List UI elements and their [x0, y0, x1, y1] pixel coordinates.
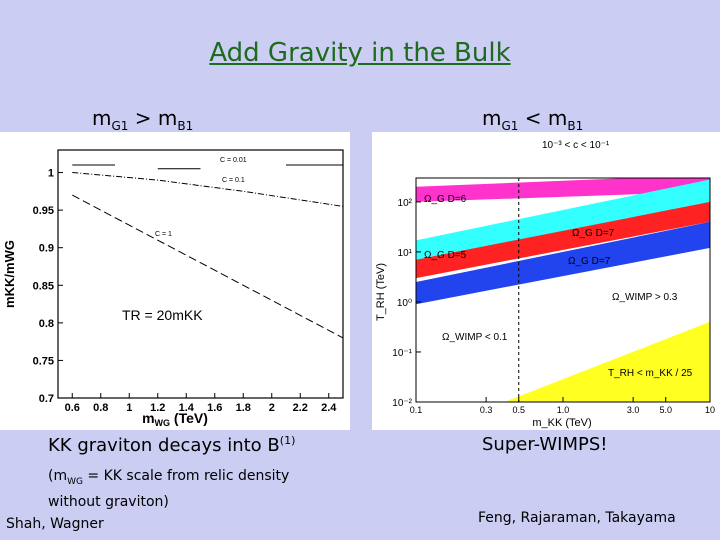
- right-x-tick-label: 10: [705, 405, 715, 415]
- right-chart: 10⁻³ < c < 10⁻¹ 0.1 0.3 0.5 1.0 3.0 5.0 10 10⁻…: [375, 140, 715, 429]
- left-y-tick-label: 0.85: [33, 280, 54, 292]
- right-y-tick-label: 10¹: [398, 248, 413, 259]
- right-caption: Super-WIMPS!: [482, 434, 608, 455]
- left-x-label-m: m: [142, 410, 154, 426]
- right-header-m: m: [482, 106, 502, 130]
- right-x-tick-label: 0.1: [410, 405, 423, 415]
- left-y-tick-label: 0.75: [33, 355, 54, 367]
- left-header: mG1 > mB1: [92, 106, 193, 133]
- left-header-g-sub: G1: [111, 119, 129, 133]
- left-x-tick-label: 2.2: [293, 402, 308, 414]
- right-x-tick-label: 0.5: [512, 405, 525, 415]
- right-y-tick-label: 10⁻¹: [392, 348, 412, 359]
- right-credit: Feng, Rajaraman, Takayama: [478, 510, 676, 526]
- left-y-tick-label: 0.95: [33, 205, 54, 217]
- right-header-op: < m: [518, 106, 568, 130]
- right-y-tick-label: 10⁰: [397, 298, 412, 309]
- left-y-tick-label: 1: [48, 168, 54, 180]
- left-x-tick-label: 1.6: [207, 402, 222, 414]
- left-x-label: mWG (TeV): [142, 410, 208, 428]
- right-x-tick-label: 5.0: [659, 405, 672, 415]
- left-x-label-sub: WG: [155, 418, 171, 428]
- right-band: [416, 179, 710, 260]
- left-header-b-sub: B1: [177, 119, 194, 133]
- right-header: mG1 < mB1: [482, 106, 583, 133]
- right-band: [416, 221, 710, 305]
- note-line-2: without graviton): [48, 493, 169, 510]
- right-band: [416, 201, 710, 279]
- left-ann-c01: C = 0.1: [222, 177, 245, 184]
- left-x-tick-label: 1.2: [150, 402, 165, 414]
- left-x-label-unit: (TeV): [170, 410, 208, 426]
- right-ann-d5: Ω_G D=5: [424, 250, 467, 261]
- left-ann-c1: C = 1: [155, 231, 172, 238]
- right-ann-omega-high: Ω_WIMP > 0.3: [612, 292, 678, 303]
- note-sub: WG: [67, 476, 83, 487]
- note: (mWG = KK scale from relic density witho…: [48, 466, 289, 512]
- left-x-tick-label: 1.4: [179, 402, 195, 414]
- left-caption: KK graviton decays into B(1): [48, 434, 295, 456]
- left-series-line: [72, 194, 344, 339]
- note-prefix: (m: [48, 468, 68, 484]
- left-x-tick-label: 1.8: [236, 402, 251, 414]
- left-y-tick-label: 0.8: [39, 318, 54, 330]
- left-credit: Shah, Wagner: [6, 516, 104, 532]
- left-y-tick-label: 0.7: [39, 393, 54, 405]
- right-x-tick-label: 1.0: [557, 405, 570, 415]
- left-header-op: > m: [128, 106, 178, 130]
- right-y-tick-label: 10⁻²: [392, 398, 412, 409]
- right-ann-d7b: Ω_G D=7: [568, 256, 611, 267]
- right-ann-d7a: Ω_G D=7: [572, 228, 615, 239]
- right-x-tick-label: 3.0: [627, 405, 640, 415]
- right-x-label: m_KK (TeV): [532, 417, 591, 429]
- right-x-tick-label: 0.3: [480, 405, 493, 415]
- right-band: [416, 178, 710, 202]
- left-caption-sup: (1): [279, 434, 296, 447]
- right-ann-d6: Ω_G D=6: [424, 194, 467, 205]
- left-x-tick-label: 2: [269, 402, 275, 414]
- left-chart-panel: 0.6 0.8 1 1.2 1.4 1.6 1.8 2 2.2 2.4 0.7 0.75 0.8 0.8…: [0, 132, 350, 430]
- right-y-label: T_RH (TeV): [375, 263, 387, 321]
- slide-title: Add Gravity in the Bulk: [209, 38, 511, 68]
- left-x-tick-label: 0.8: [93, 402, 108, 414]
- right-header-g-sub: G1: [501, 119, 519, 133]
- left-ann-tr: TR = 20mKK: [122, 307, 203, 323]
- left-chart-frame: [57, 149, 344, 399]
- right-ann-omega-low: Ω_WIMP < 0.1: [442, 332, 508, 343]
- left-chart: 0.6 0.8 1 1.2 1.4 1.6 1.8 2 2.2 2.4 0.7 0.75 0.8 0.8…: [2, 149, 344, 428]
- left-x-tick-label: 1: [126, 402, 132, 414]
- left-y-tick-label: 0.9: [39, 243, 54, 255]
- right-y-tick-label: 10²: [398, 198, 413, 209]
- right-chart-title: 10⁻³ < c < 10⁻¹: [542, 140, 610, 151]
- left-y-label: mKK/mWG: [2, 240, 17, 308]
- right-band: [504, 321, 710, 402]
- left-series-line: [72, 164, 343, 170]
- left-x-tick-label: 2.4: [321, 402, 337, 414]
- left-header-m: m: [92, 106, 112, 130]
- right-chart-panel: 10⁻³ < c < 10⁻¹ 0.1 0.3 0.5 1.0 3.0 5.0 10 10⁻…: [372, 132, 720, 430]
- note-line-1: (mWG = KK scale from relic density: [48, 466, 289, 492]
- left-series-line: [72, 172, 344, 207]
- left-x-tick-label: 0.6: [65, 402, 80, 414]
- left-ann-c001: C = 0.01: [220, 157, 247, 164]
- right-header-b-sub: B1: [567, 119, 584, 133]
- right-ann-trh: T_RH < m_KK / 25: [608, 368, 693, 379]
- note-rest-1: = KK scale from relic density: [82, 468, 290, 484]
- left-caption-text: KK graviton decays into B: [48, 435, 280, 456]
